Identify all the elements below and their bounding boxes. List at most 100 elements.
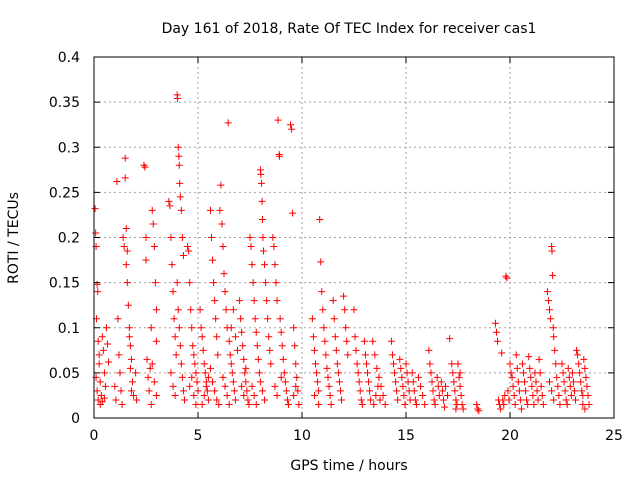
data-point (125, 324, 133, 332)
x-tick-label: 25 (605, 428, 623, 444)
data-point (166, 202, 174, 210)
data-point (546, 378, 554, 386)
data-point (351, 333, 359, 341)
data-point (370, 400, 378, 408)
data-point (581, 405, 589, 413)
data-point (260, 247, 268, 255)
data-point (144, 373, 152, 381)
data-point (315, 387, 323, 395)
data-point (574, 351, 582, 359)
data-point (513, 364, 521, 372)
data-point (575, 360, 583, 368)
data-point (580, 355, 588, 363)
data-point (581, 364, 589, 372)
data-point (340, 292, 348, 300)
data-point (362, 360, 370, 368)
data-point (494, 337, 502, 345)
data-point (208, 234, 216, 241)
data-point (271, 261, 279, 269)
data-point (327, 400, 335, 408)
data-point (149, 220, 157, 228)
data-point (169, 288, 177, 296)
data-point (365, 378, 373, 386)
data-point (94, 288, 102, 296)
data-point (177, 206, 185, 214)
data-point (419, 391, 427, 399)
data-point (323, 364, 331, 372)
data-point (317, 258, 325, 266)
data-point (455, 373, 463, 381)
data-point (402, 360, 410, 368)
data-point (93, 280, 101, 288)
data-point (520, 369, 528, 377)
data-point (546, 306, 554, 314)
data-point (532, 378, 540, 386)
data-point (265, 333, 273, 341)
data-point (334, 369, 342, 377)
data-point (227, 324, 235, 332)
data-point (576, 369, 584, 377)
data-point (319, 306, 327, 314)
data-point (100, 369, 108, 377)
x-tick-label: 15 (397, 428, 415, 444)
data-point (585, 400, 593, 408)
data-point (238, 328, 246, 336)
data-point (414, 373, 422, 381)
data-point (190, 391, 198, 399)
data-point (102, 324, 110, 332)
data-point (187, 306, 195, 314)
data-point (428, 378, 436, 386)
data-point (456, 382, 464, 390)
data-points (91, 91, 593, 415)
data-point (209, 256, 217, 264)
data-point (548, 387, 556, 395)
data-point (236, 297, 244, 305)
data-point (240, 355, 248, 363)
data-point (196, 306, 204, 314)
data-point (123, 247, 131, 255)
data-point (438, 387, 446, 395)
data-point (551, 346, 559, 354)
data-point (186, 382, 194, 390)
data-point (388, 351, 396, 359)
data-point (352, 346, 360, 354)
data-point (504, 387, 512, 395)
data-point (430, 396, 438, 404)
data-point (570, 387, 578, 395)
data-point (132, 369, 140, 377)
data-point (203, 387, 211, 395)
data-point (226, 351, 234, 359)
data-point (244, 396, 252, 404)
data-point (456, 369, 464, 377)
data-point (511, 400, 519, 408)
data-point (330, 315, 338, 323)
data-point (175, 161, 183, 169)
data-point (218, 220, 226, 228)
data-point (202, 382, 210, 390)
data-point (122, 224, 130, 232)
data-point (256, 378, 264, 386)
data-point (273, 297, 281, 305)
data-point (446, 335, 454, 343)
data-point (514, 378, 522, 386)
data-point (212, 315, 220, 323)
data-point (253, 342, 261, 350)
data-point (454, 360, 462, 368)
data-point (197, 324, 205, 332)
data-point (353, 360, 361, 368)
data-point (584, 391, 592, 399)
data-point (579, 400, 587, 408)
data-point (529, 391, 537, 399)
data-point (517, 405, 525, 413)
data-point (515, 387, 523, 395)
data-point (252, 400, 260, 408)
data-point (198, 400, 206, 408)
data-point (152, 337, 160, 345)
data-point (127, 387, 135, 395)
data-point (326, 391, 334, 399)
data-point (314, 378, 322, 386)
data-point (288, 125, 296, 133)
data-point (242, 378, 250, 386)
data-point (272, 279, 280, 287)
data-point (142, 234, 150, 241)
